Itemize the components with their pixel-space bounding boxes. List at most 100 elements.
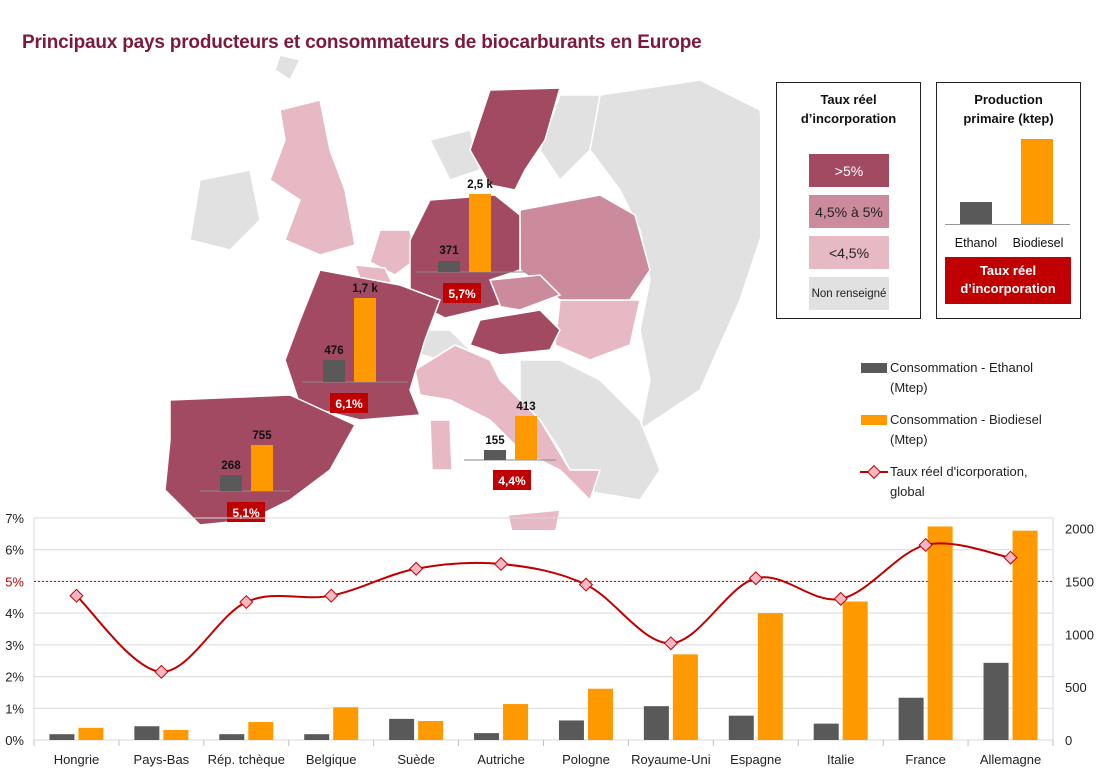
left-tick-label: 6% (5, 543, 24, 558)
callout-france-biodiesel-label: 1,7 k (352, 283, 378, 295)
series-legend-ethanol-swatch (861, 363, 887, 373)
legend-swatch-high: >5% (809, 154, 889, 187)
callout-espagne: 268 755 5,1% (200, 430, 290, 522)
rate-point (663, 636, 678, 651)
ethanol-bar (219, 734, 245, 740)
left-tick-label: 1% (5, 701, 24, 716)
page-title: Principaux pays producteurs et consommat… (22, 32, 702, 53)
series-legend-biodiesel: Consommation - Biodiesel (Mtep) (890, 412, 1042, 447)
category-label: Espagne (730, 752, 781, 767)
category-label: Italie (827, 752, 854, 767)
callout-allemagne-rate: 5,7% (448, 287, 476, 301)
callout-espagne-ethanol-bar (220, 475, 242, 491)
rate-point (918, 537, 933, 553)
rate-point (578, 577, 594, 592)
left-tick-label: 4% (5, 606, 24, 621)
biodiesel-bar (672, 654, 698, 740)
category-label: Pays-Bas (134, 752, 190, 767)
rate-point (154, 664, 169, 679)
right-tick-label: 0 (1065, 733, 1072, 748)
chart-bars (49, 526, 1038, 740)
callout-espagne-biodiesel-label: 755 (252, 430, 272, 442)
rate-point (324, 588, 339, 603)
ethanol-bar (728, 715, 754, 740)
callout-espagne-biodiesel-bar (251, 445, 273, 491)
chart-line (69, 537, 1018, 679)
legend-ethanol-label: Ethanol (954, 236, 998, 250)
legend-baseline (945, 224, 1070, 225)
biodiesel-bar (587, 688, 613, 740)
left-tick-label: 5% (5, 574, 24, 589)
ethanol-bar (389, 718, 415, 740)
callout-france-rate: 6,1% (335, 397, 363, 411)
callout-espagne-ethanol-label: 268 (221, 460, 241, 472)
biodiesel-bar (1012, 530, 1038, 740)
callout-italie-biodiesel-label: 413 (516, 401, 535, 413)
ethanol-bar (304, 734, 330, 740)
left-tick-label: 0% (5, 733, 24, 748)
callout-allemagne-biodiesel-label: 2,5 k (467, 179, 493, 191)
legend-biodiesel-label: Biodiesel (1012, 236, 1064, 250)
legend-badge: Taux réel d’incorporation (945, 257, 1071, 304)
biodiesel-bar (757, 613, 783, 740)
map-light-countries (269, 99, 641, 530)
category-label: Pologne (562, 752, 610, 767)
biodiesel-bar (418, 720, 444, 740)
series-legend-ethanol: Consommation - Ethanol (Mtep) (890, 360, 1034, 395)
callout-allemagne-ethanol-bar (438, 261, 460, 272)
callout-allemagne-biodiesel-bar (469, 194, 491, 272)
callout-italie-ethanol-label: 155 (485, 435, 505, 447)
legend-production-title: Production primaire (ktep) (963, 92, 1054, 126)
legend-production: Production primaire (ktep) Ethanol Biodi… (936, 82, 1081, 319)
category-label: Allemagne (980, 752, 1041, 767)
callout-france-biodiesel-bar (354, 298, 376, 382)
rate-point (748, 571, 763, 586)
plot-frame (33, 517, 1054, 741)
rate-line (75, 542, 1011, 673)
ethanol-bar (134, 726, 160, 740)
legend-taux-title: Taux réel d’incorporation (800, 92, 897, 126)
right-tick-label: 1500 (1065, 574, 1094, 589)
europe-map: 371 2,5 k 5,7% 476 1,7 k 6,1% 268 755 5,… (164, 54, 760, 530)
callout-france: 476 1,7 k 6,1% (302, 283, 408, 413)
rate-point (493, 556, 509, 572)
rate-point (1003, 550, 1018, 565)
callout-allemagne: 371 2,5 k 5,7% (416, 179, 525, 303)
left-tick-label: 2% (5, 670, 24, 685)
map-mid-countries (489, 194, 651, 311)
legend-swatch-low: <4,5% (809, 236, 889, 269)
left-tick-label: 3% (5, 638, 24, 653)
ethanol-bar (49, 734, 75, 740)
ethanol-bar (558, 720, 584, 740)
legend-taux: Taux réel d’incorporation >5% 4,5% à 5% … (776, 82, 921, 319)
ethanol-bar (983, 662, 1009, 740)
callout-france-ethanol-label: 476 (324, 345, 343, 357)
category-label: Suède (397, 752, 435, 767)
category-label: Rép. tchèque (208, 752, 285, 767)
right-tick-label: 2000 (1065, 522, 1094, 537)
callout-france-ethanol-bar (323, 360, 345, 382)
biodiesel-bar (503, 704, 529, 740)
category-label: France (905, 752, 945, 767)
biodiesel-bar (333, 707, 359, 740)
callout-italie-biodiesel-bar (515, 416, 537, 460)
rate-point (409, 561, 424, 576)
biodiesel-bar (78, 727, 104, 740)
series-legend-rate: Taux réel d'icorporation, global (890, 464, 1028, 499)
legend-biodiesel-bar (1021, 139, 1053, 224)
ethanol-bar (813, 723, 839, 740)
rate-point (69, 588, 84, 603)
callout-italie-rate: 4,4% (498, 474, 526, 488)
ethanol-bar (643, 706, 669, 740)
callout-italie: 155 413 4,4% (464, 401, 556, 490)
biodiesel-bar (927, 526, 953, 740)
ethanol-bar (474, 733, 500, 740)
callout-espagne-rate: 5,1% (232, 506, 260, 520)
ethanol-bar (898, 697, 924, 740)
chart-grid (33, 517, 1054, 741)
legend-swatch-mid: 4,5% à 5% (809, 195, 889, 228)
biodiesel-bar (163, 729, 189, 740)
rate-point (833, 591, 848, 606)
category-label: Royaume-Uni (631, 752, 711, 767)
